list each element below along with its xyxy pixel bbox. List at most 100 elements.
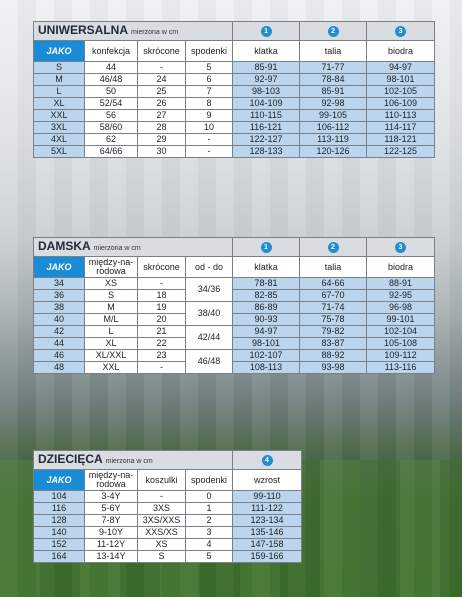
column-header-line: klatka bbox=[254, 261, 278, 272]
table-cell: 3 bbox=[185, 526, 233, 539]
size-label: 4XL bbox=[33, 133, 85, 146]
table-cell: 3XS/XXS bbox=[137, 514, 186, 527]
size-label: 38 bbox=[33, 301, 85, 314]
table-cell: XS bbox=[137, 538, 186, 551]
table-cell: 113-116 bbox=[366, 361, 435, 374]
table-cell: 116-121 bbox=[232, 121, 301, 134]
table-cell: 105-108 bbox=[366, 337, 435, 350]
column-header: talia bbox=[299, 40, 368, 62]
table-cell: 110-113 bbox=[366, 109, 436, 122]
table-cell: 23 bbox=[137, 349, 186, 362]
size-label: XL bbox=[33, 97, 85, 110]
table-row: XXL 56 27 9 110-115 99-105 110-113 bbox=[33, 109, 436, 122]
table-cell: L bbox=[84, 325, 138, 338]
size-label: 140 bbox=[33, 526, 85, 539]
table-row: 152 11-12Y XS 4 147-158 bbox=[33, 538, 302, 551]
table-cell: 109-112 bbox=[366, 349, 435, 362]
table-cell: 99-110 bbox=[232, 490, 302, 503]
table-cell: 7 bbox=[184, 85, 234, 98]
table-row: L 50 25 7 98-103 85-91 102-105 bbox=[33, 85, 436, 98]
table-cell: 99-105 bbox=[299, 109, 368, 122]
column-header: talia bbox=[299, 256, 367, 278]
size-label: 3XL bbox=[33, 121, 85, 134]
table-cell: 4 bbox=[185, 538, 233, 551]
table-cell: 18 bbox=[137, 289, 186, 302]
column-header-line: koszulki bbox=[145, 474, 178, 485]
universal-title: UNIWERSALNA mierzona w cm bbox=[32, 21, 234, 41]
table-cell: 22 bbox=[137, 337, 186, 350]
table-cell: 3-4Y bbox=[84, 490, 138, 503]
column-header-line: biodra bbox=[387, 261, 414, 272]
size-label: 116 bbox=[33, 502, 85, 515]
table-cell: 78-81 bbox=[232, 277, 300, 290]
jako-brand-cell: JAKO bbox=[33, 256, 85, 278]
table-cell: 64/66 bbox=[84, 145, 138, 158]
size-label: 44 bbox=[33, 337, 85, 350]
table-cell: 5 bbox=[185, 550, 233, 563]
table-cell: 102-104 bbox=[366, 325, 435, 338]
table-cell: 159-166 bbox=[232, 550, 302, 563]
size-label: 164 bbox=[33, 550, 85, 563]
kids-title: DZIECIĘCA mierzona w cm bbox=[33, 450, 233, 470]
table-cell: 102-105 bbox=[366, 85, 436, 98]
jako-brand-cell: JAKO bbox=[33, 469, 85, 491]
measure-3-badge: 3 bbox=[395, 26, 407, 37]
table-cell: 30 bbox=[137, 145, 186, 158]
measure-3-badge: 3 bbox=[395, 242, 406, 253]
column-header-line: między-na- bbox=[88, 257, 134, 267]
column-header-line: między-na- bbox=[88, 470, 134, 480]
table-cell: 120-126 bbox=[299, 145, 368, 158]
size-label: 40 bbox=[33, 313, 85, 326]
column-header: między-na-rodowa bbox=[84, 469, 138, 491]
table-row: 5XL 64/66 30-128-133 120-126 122-125 bbox=[33, 145, 436, 158]
table-cell: XXS/XS bbox=[137, 526, 186, 539]
table-cell: - bbox=[184, 145, 234, 158]
table-cell: 62 bbox=[84, 133, 138, 146]
table-cell: XS bbox=[84, 277, 138, 290]
table-cell: 71-74 bbox=[299, 301, 367, 314]
table-cell: 78-84 bbox=[299, 73, 368, 86]
women-title: DAMSKA mierzona w cm bbox=[33, 237, 233, 257]
range-cell: 38/40 bbox=[185, 301, 233, 326]
range-cell: 42/44 bbox=[185, 325, 233, 350]
table-cell: XL bbox=[84, 337, 138, 350]
table-cell: M bbox=[84, 301, 138, 314]
table-cell: 52/54 bbox=[84, 97, 138, 110]
table-cell: 71-77 bbox=[299, 61, 368, 74]
table-cell: 20 bbox=[137, 313, 186, 326]
table-cell: 28 bbox=[137, 121, 186, 134]
table-cell: 58/60 bbox=[84, 121, 138, 134]
table-cell: 106-112 bbox=[299, 121, 368, 134]
table-cell: 2 bbox=[185, 514, 233, 527]
table-cell: 85-91 bbox=[232, 61, 301, 74]
table-cell: 110-115 bbox=[232, 109, 301, 122]
table-cell: - bbox=[137, 361, 186, 374]
size-label: 42 bbox=[33, 325, 85, 338]
table-cell: 99-101 bbox=[366, 313, 435, 326]
measure-2-badge: 2 bbox=[327, 26, 339, 37]
size-label: L bbox=[33, 85, 85, 98]
table-cell: 0 bbox=[185, 490, 233, 503]
table-row: 164 13-14Y S 5 159-166 bbox=[33, 550, 302, 563]
table-cell: 27 bbox=[137, 109, 186, 122]
table-cell: 92-98 bbox=[299, 97, 368, 110]
measure-1-badge: 1 bbox=[260, 26, 272, 37]
size-label: 46 bbox=[33, 349, 85, 362]
table-cell: 147-158 bbox=[232, 538, 302, 551]
table-cell: 50 bbox=[84, 85, 138, 98]
measure-2-badge: 2 bbox=[327, 242, 339, 253]
table-cell: 98-101 bbox=[232, 337, 300, 350]
table-cell: 92-95 bbox=[366, 289, 435, 302]
table-cell: 98-101 bbox=[366, 73, 436, 86]
size-label: M bbox=[33, 73, 85, 86]
table-cell: 25 bbox=[137, 85, 186, 98]
column-header: klatka bbox=[232, 256, 300, 278]
table-row: 40 M/L 20 90-93 75-78 99-101 bbox=[33, 313, 435, 326]
table-cell: 128-133 bbox=[232, 145, 301, 158]
table-cell: 113-119 bbox=[299, 133, 368, 146]
range-cell: 34/36 bbox=[185, 277, 233, 302]
table-cell: 21 bbox=[137, 325, 186, 338]
table-cell: 135-146 bbox=[232, 526, 302, 539]
table-row: 128 7-8Y 3XS/XXS 2 123-134 bbox=[33, 514, 302, 527]
column-header: spodenki bbox=[185, 469, 233, 491]
